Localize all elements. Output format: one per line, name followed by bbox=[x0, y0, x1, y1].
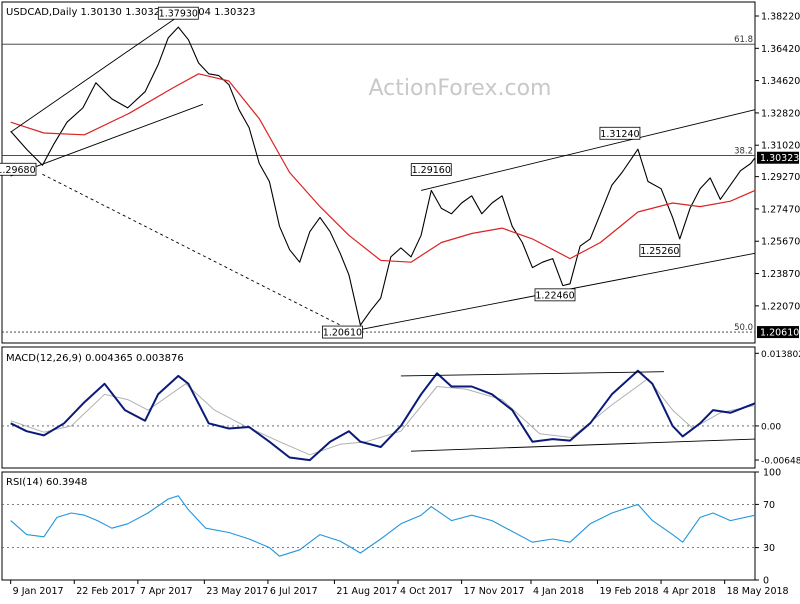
macd-y-tick-label: 0.00 bbox=[761, 422, 781, 432]
x-tick-label: 6 Jul 2017 bbox=[270, 586, 318, 597]
last-price-label: 1.30323 bbox=[760, 153, 799, 164]
fib-label: 50.0 bbox=[734, 323, 753, 333]
price-y-tick-label: 1.32820 bbox=[761, 108, 800, 119]
x-tick-label: 22 Feb 2017 bbox=[76, 586, 135, 597]
rsi-line bbox=[10, 495, 756, 557]
pivot-label-box bbox=[322, 325, 363, 339]
price-panel-frame bbox=[1, 1, 756, 344]
chart-header: USDCAD,Daily 1.30130 1.30327 1.30104 1.3… bbox=[6, 7, 256, 18]
x-tick-label: 23 May 2017 bbox=[206, 586, 268, 597]
pivot-label-text: 1.20610 bbox=[323, 328, 362, 339]
pivot-label-text: 1.29680 bbox=[0, 165, 36, 176]
macd-trend-line-2 bbox=[411, 438, 756, 452]
watermark-text: ActionForex.com bbox=[369, 76, 552, 101]
macd-trend-line-1 bbox=[400, 371, 664, 377]
pivot-label-box bbox=[0, 162, 37, 176]
x-tick-label: 17 Nov 2017 bbox=[464, 586, 525, 597]
pivot-label-text: 1.22460 bbox=[535, 290, 574, 301]
fib-label: 38.2 bbox=[734, 146, 753, 156]
fib-label: 61.8 bbox=[734, 35, 753, 45]
price-y-tick-label: 1.22070 bbox=[761, 301, 800, 312]
price-y-tick-label: 1.34620 bbox=[761, 76, 800, 87]
price-y-tick-label: 1.27470 bbox=[761, 204, 800, 215]
low-price-label: 1.20610 bbox=[760, 328, 799, 339]
x-tick-label: 4 Apr 2018 bbox=[663, 586, 716, 597]
pivot-label-text: 1.25260 bbox=[640, 246, 679, 257]
macd-y-tick-label: 0.013802 bbox=[761, 350, 800, 360]
x-tick-label: 9 Jan 2017 bbox=[13, 586, 64, 597]
pivot-label-text: 1.37930 bbox=[159, 9, 198, 20]
rsi-y-tick-label: 30 bbox=[763, 543, 775, 554]
x-tick-label: 18 May 2018 bbox=[727, 586, 789, 597]
macd-y-tick-label: -0.006484 bbox=[761, 457, 800, 467]
moving-average-line bbox=[10, 73, 756, 263]
pivot-label-box bbox=[534, 288, 576, 302]
x-tick-label: 4 Jan 2018 bbox=[533, 586, 584, 597]
price-trend-line-1 bbox=[10, 15, 179, 133]
pivot-label-box bbox=[639, 244, 681, 257]
price-trend-line-5 bbox=[421, 109, 756, 191]
rsi-panel-frame bbox=[1, 471, 756, 581]
pivot-label-box bbox=[599, 126, 641, 140]
x-tick-label: 7 Apr 2017 bbox=[140, 586, 193, 597]
x-tick-label: 21 Aug 2017 bbox=[336, 586, 397, 597]
x-tick-label: 19 Feb 2018 bbox=[599, 586, 658, 597]
low-price-box bbox=[757, 326, 799, 339]
last-price-box bbox=[757, 151, 799, 164]
price-y-tick-label: 1.29270 bbox=[761, 172, 800, 183]
pivot-label-text: 1.31240 bbox=[600, 129, 639, 140]
rsi-label: RSI(14) 60.3948 bbox=[6, 477, 87, 488]
price-trend-line-2 bbox=[10, 103, 204, 177]
pivot-label-box bbox=[157, 6, 199, 20]
pivot-label-text: 1.29160 bbox=[412, 165, 451, 176]
rsi-y-tick-label: 100 bbox=[763, 468, 781, 479]
price-y-tick-label: 1.25670 bbox=[761, 237, 800, 248]
price-trend-line-3 bbox=[42, 173, 357, 334]
macd-line bbox=[10, 369, 756, 462]
price-y-tick-label: 1.31020 bbox=[761, 141, 800, 152]
macd-label: MACD(12,26,9) 0.004365 0.003876 bbox=[6, 353, 184, 364]
rsi-y-tick-label: 70 bbox=[763, 500, 775, 511]
price-y-tick-label: 1.38220 bbox=[761, 11, 800, 22]
rsi-y-tick-label: 0 bbox=[763, 576, 769, 587]
pivot-label-box bbox=[410, 163, 452, 177]
price-series-line bbox=[10, 26, 756, 326]
price-y-tick-label: 1.36420 bbox=[761, 44, 800, 55]
x-tick-label: 4 Oct 2017 bbox=[400, 586, 453, 597]
macd-panel-frame bbox=[1, 346, 756, 469]
price-y-tick-label: 1.23870 bbox=[761, 269, 800, 280]
